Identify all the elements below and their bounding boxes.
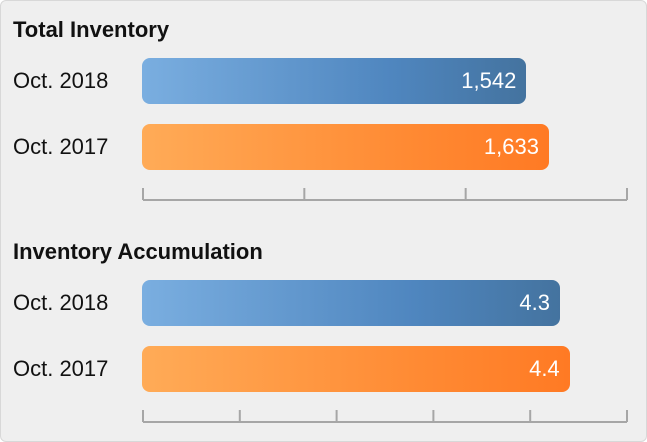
chart-title-total-inventory: Total Inventory (13, 17, 170, 42)
category-label-oct-2018: Oct. 2018 (13, 68, 109, 93)
category-label-oct-2018-accumulation: Oct. 2018 (13, 290, 109, 315)
x-axis-total-inventory (142, 188, 628, 201)
data-label-accumulation-oct-2018: 4.3 (519, 290, 550, 315)
category-label-oct-2017-accumulation: Oct. 2017 (13, 356, 109, 381)
data-label-total-inventory-oct-2017: 1,633 (483, 134, 539, 159)
data-label-accumulation-oct-2017: 4.4 (529, 356, 560, 381)
chart-title-inventory-accumulation: Inventory Accumulation (13, 239, 263, 264)
category-label-oct-2017: Oct. 2017 (13, 134, 109, 159)
bar-accumulation-oct-2018: 4.3 (142, 280, 560, 326)
bar-total-inventory-oct-2018: 1,542 (142, 58, 527, 104)
data-label-total-inventory-oct-2018: 1,542 (461, 68, 517, 93)
bar-accumulation-oct-2017: 4.4 (142, 346, 570, 392)
bar-total-inventory-oct-2017: 1,633 (142, 124, 549, 170)
x-axis-inventory-accumulation (142, 410, 628, 423)
